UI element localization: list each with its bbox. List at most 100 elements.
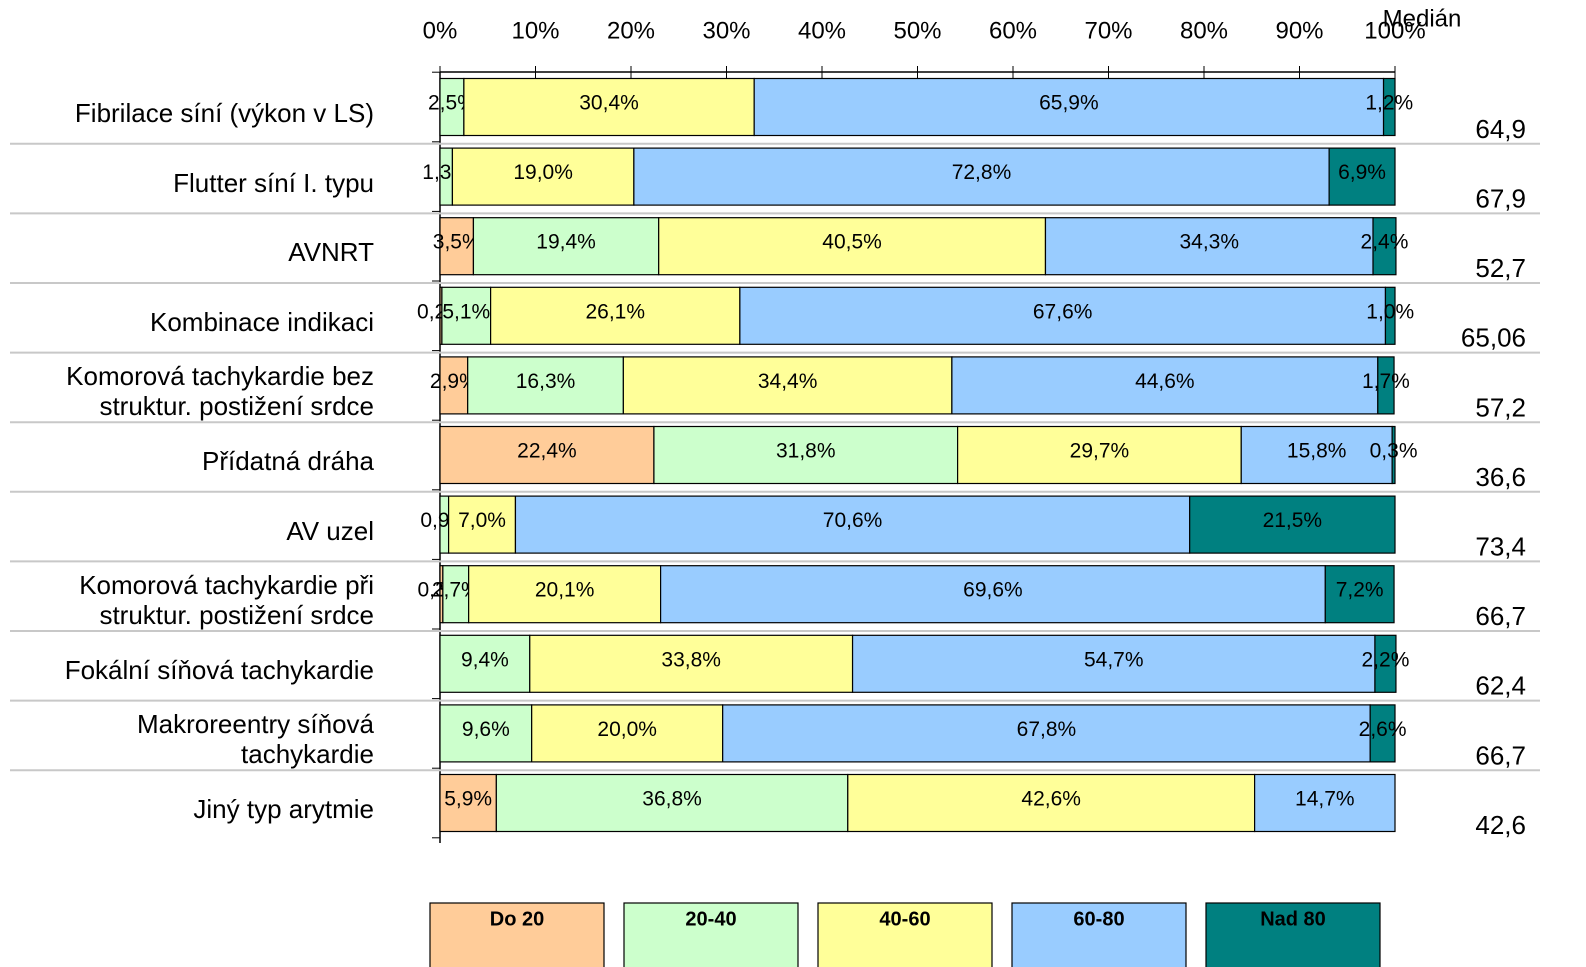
median-label: 66,7 — [1475, 740, 1526, 770]
legend-label: 40-60 — [879, 908, 930, 930]
value-label: 34,3% — [1179, 231, 1239, 254]
bar-segment — [490, 286, 741, 345]
x-tick-label: 90% — [1275, 17, 1323, 44]
value-label: 67,8% — [1017, 718, 1077, 741]
value-label: 2,7% — [432, 579, 480, 602]
legend-swatch — [817, 902, 993, 967]
value-label: 67,6% — [1033, 300, 1093, 323]
category-label: Fibrilace síní (výkon v LS) — [74, 98, 374, 128]
category-label: AV uzel — [286, 515, 374, 546]
category-label: Jiný typ arytmie — [193, 794, 374, 824]
bar-segment — [1382, 77, 1396, 137]
value-label: 69,6% — [963, 579, 1023, 602]
bar-segment — [531, 704, 724, 763]
x-tick-label: 60% — [989, 17, 1037, 44]
bar-segment — [439, 773, 497, 833]
bar-segment — [622, 356, 953, 415]
bar-segment — [463, 77, 755, 137]
value-label: 7,2% — [1336, 579, 1384, 602]
bar-segment — [1044, 217, 1374, 276]
median-label: 66,7 — [1475, 601, 1526, 631]
value-label: 2,2% — [1362, 648, 1410, 671]
x-tick-label: 50% — [893, 17, 941, 44]
bar-segment — [1328, 147, 1396, 206]
value-label: 19,4% — [536, 231, 596, 254]
bar-segment — [1324, 565, 1395, 624]
legend-swatch — [623, 902, 799, 967]
value-label: 5,9% — [444, 788, 492, 811]
value-label: 44,6% — [1135, 370, 1195, 393]
x-tick-label: 70% — [1084, 17, 1132, 44]
legend-swatch — [1011, 902, 1187, 967]
bar-segment — [439, 356, 469, 415]
legend-label: Do 20 — [490, 908, 544, 930]
value-label: 36,8% — [642, 788, 702, 811]
value-label: 20,0% — [597, 718, 657, 741]
category-label: Komorová tachykardie při struktur. posti… — [79, 570, 374, 631]
bar-segment — [660, 565, 1326, 624]
bar-segment — [1372, 217, 1397, 276]
x-tick-label: 100% — [1364, 17, 1425, 44]
median-label: 73,4 — [1475, 531, 1526, 561]
value-label: 16,3% — [516, 370, 576, 393]
x-tick-label: 30% — [702, 17, 750, 44]
legend-label: 20-40 — [685, 908, 736, 930]
value-label: 65,9% — [1039, 92, 1099, 115]
value-label: 2,4% — [1361, 231, 1409, 254]
value-label: 1,7% — [1362, 370, 1410, 393]
bar-segment — [1189, 495, 1396, 554]
bar-segment — [1384, 286, 1396, 345]
legend-label: Nad 80 — [1260, 908, 1326, 930]
x-tick-label: 20% — [607, 17, 655, 44]
category-label: AVNRT — [288, 237, 374, 268]
bar-segment — [439, 634, 531, 693]
category-label: Flutter síní I. typu — [173, 167, 374, 198]
value-label: 19,0% — [513, 161, 573, 184]
value-label: 22,4% — [517, 440, 577, 463]
value-label: 1,2% — [1365, 92, 1413, 115]
value-label: 26,1% — [585, 300, 645, 323]
legend-swatch — [429, 902, 605, 967]
x-tick-label: 0% — [423, 17, 458, 44]
x-tick-label: 80% — [1180, 17, 1228, 44]
bar-segment — [451, 147, 635, 206]
bar-segment — [722, 704, 1371, 763]
category-label: Komorová tachykardie bez struktur. posti… — [66, 361, 374, 422]
median-label: 64,9 — [1475, 114, 1526, 144]
bar-segment — [529, 634, 854, 693]
value-label: 2,9% — [430, 370, 478, 393]
bar-segment — [658, 217, 1047, 276]
value-label: 54,7% — [1084, 648, 1144, 671]
bar-segment — [439, 704, 533, 763]
legend-label: 60-80 — [1073, 908, 1124, 930]
median-label: 65,06 — [1461, 323, 1526, 353]
bar-segment — [1240, 425, 1393, 485]
value-label: 70,6% — [823, 509, 883, 532]
bar-segment — [1377, 356, 1395, 415]
value-label: 9,4% — [461, 648, 509, 671]
median-title: Medián — [1383, 5, 1462, 32]
bar-segment — [847, 773, 1256, 833]
median-label: 67,9 — [1475, 183, 1526, 213]
bar-segment — [468, 565, 662, 624]
value-label: 7,0% — [458, 509, 506, 532]
value-label: 5,1% — [442, 300, 490, 323]
category-label: Makroreentry síňová tachykardie — [137, 709, 374, 770]
bar-segment — [653, 425, 959, 485]
bar-segment — [1391, 425, 1396, 485]
bar-segment — [467, 356, 624, 415]
median-label: 42,6 — [1475, 810, 1526, 840]
median-label: 52,7 — [1475, 253, 1526, 283]
value-label: 14,7% — [1295, 788, 1355, 811]
category-label: Přídatná dráha — [201, 446, 374, 476]
value-label: 29,7% — [1070, 440, 1130, 463]
x-tick-label: 10% — [511, 17, 559, 44]
value-label: 40,5% — [822, 231, 882, 254]
median-label: 57,2 — [1475, 392, 1526, 422]
median-label: 36,6 — [1475, 462, 1526, 492]
value-label: 31,8% — [776, 440, 836, 463]
legend-swatch — [1205, 902, 1381, 967]
bar-segment — [1369, 704, 1396, 763]
